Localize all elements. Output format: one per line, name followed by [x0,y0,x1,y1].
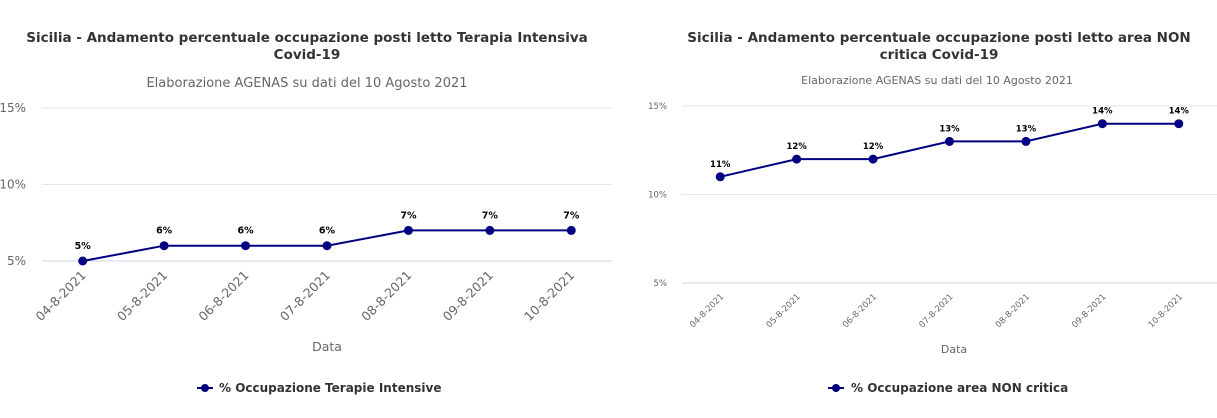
legend-label[interactable]: % Occupazione Terapie Intensive [219,381,441,395]
x-axis-title: Data [312,339,342,354]
legend-marker [201,384,209,392]
y-tick-label: 10% [648,190,667,200]
data-label: 12% [786,142,807,152]
chart-title-line-2: critica Covid-19 [880,47,999,63]
data-point[interactable] [566,225,576,235]
data-label: 7% [563,210,580,221]
x-axis-labels: 04-8-2021 05-8-2021 06-8-2021 07-8-2021 08-8… [688,292,1185,330]
data-label: 13% [1016,124,1037,134]
y-tick-label: 10% [0,178,26,192]
series-layer [78,225,576,266]
x-axis-title: Data [941,343,967,356]
x-tick-label: 07-8-2021 [917,292,955,330]
data-point[interactable] [403,225,413,235]
legend-label[interactable]: % Occupazione area NON critica [851,381,1068,395]
data-point[interactable] [945,136,954,146]
chart-title-line-1: Sicilia - Andamento percentuale occupazi… [26,30,588,46]
legend[interactable]: % Occupazione Terapie Intensive [197,381,441,395]
x-tick-label: 04-8-2021 [32,268,88,324]
data-label: 7% [482,210,499,221]
data-point[interactable] [241,241,251,251]
series-layer [715,119,1184,182]
chart-terapia-intensiva: Sicilia - Andamento percentuale occupazi… [0,30,612,395]
chart-title-line-2: Covid-19 [274,47,341,63]
data-label: 14% [1169,107,1190,117]
data-point[interactable] [159,241,169,251]
data-point[interactable] [715,172,725,182]
chart-subtitle: Elaborazione AGENAS su dati del 10 Agost… [801,74,1073,87]
x-tick-label: 04-8-2021 [688,292,726,330]
x-tick-label: 08-8-2021 [358,268,414,324]
data-point[interactable] [792,154,802,164]
data-point[interactable] [868,154,878,164]
x-tick-label: 09-8-2021 [1070,292,1108,330]
grid-layer [682,105,1217,284]
data-label: 6% [319,226,336,237]
y-axis-labels: 5% 10% 15% [0,101,26,268]
y-tick-label: 15% [0,101,26,115]
data-label: 14% [1092,107,1113,117]
data-labels: 5% 6% 6% 6% 7% 7% 7% [74,209,581,253]
x-tick-label: 08-8-2021 [994,292,1032,330]
x-tick-label: 10-8-2021 [521,268,577,324]
chart-title-line-1: Sicilia - Andamento percentuale occupazi… [687,30,1190,46]
chart-area-non-critica: Sicilia - Andamento percentuale occupazi… [648,30,1217,395]
chart-subtitle: Elaborazione AGENAS su dati del 10 Agost… [146,76,467,91]
x-axis-labels: 04-8-2021 05-8-2021 06-8-2021 07-8-2021 08-8… [32,268,577,324]
data-label: 7% [400,210,417,221]
legend-marker [832,384,840,392]
data-point[interactable] [322,241,332,251]
data-label: 6% [156,226,173,237]
x-tick-label: 06-8-2021 [195,268,251,324]
data-label: 12% [863,142,884,152]
data-point[interactable] [1021,136,1031,146]
grid-layer [42,107,612,262]
y-tick-label: 5% [654,279,668,289]
data-label: 13% [939,124,960,134]
x-tick-label: 05-8-2021 [114,268,170,324]
data-point[interactable] [485,225,495,235]
data-labels: 11% 12% 12% 13% 13% 14% 14% [709,106,1190,171]
x-tick-label: 06-8-2021 [841,292,879,330]
data-label: 11% [710,160,731,170]
y-tick-label: 5% [7,254,26,268]
y-axis-labels: 5% 10% 15% [648,102,667,289]
data-point[interactable] [78,256,88,266]
data-point[interactable] [1097,119,1107,129]
y-tick-label: 15% [648,102,667,112]
legend[interactable]: % Occupazione area NON critica [828,381,1068,395]
x-tick-label: 10-8-2021 [1147,292,1185,330]
x-tick-label: 05-8-2021 [765,292,803,330]
data-label: 5% [75,241,92,252]
data-point[interactable] [1174,119,1184,129]
x-tick-label: 09-8-2021 [440,268,496,324]
data-label: 6% [238,226,255,237]
x-tick-label: 07-8-2021 [277,268,333,324]
